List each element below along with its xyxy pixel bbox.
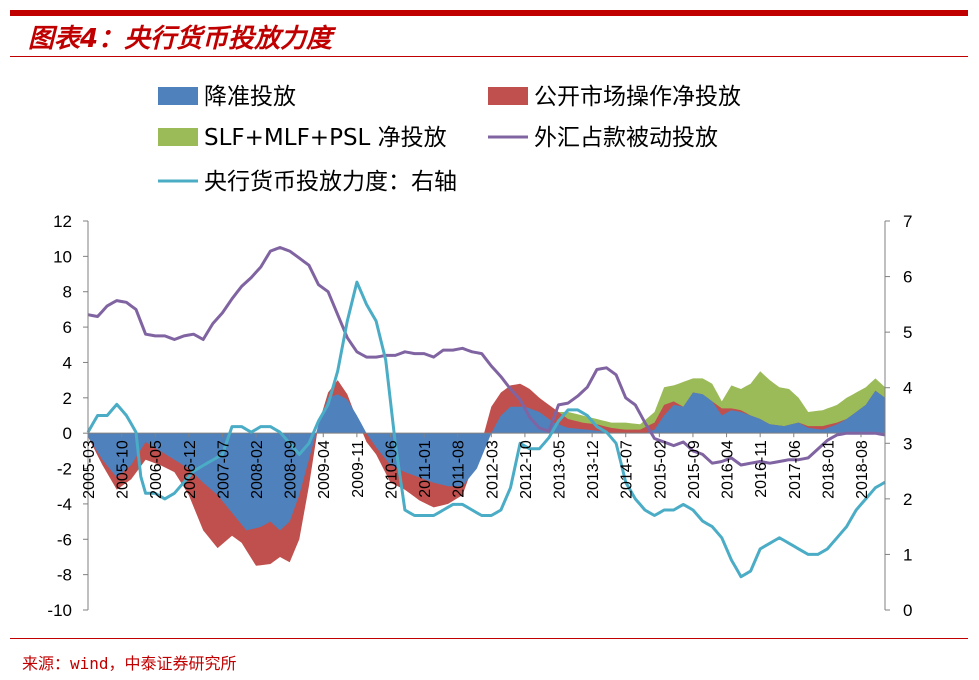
x-tick-label: 2018-01	[820, 440, 837, 499]
right-tick-label: 5	[903, 323, 912, 342]
left-tick-label: 4	[63, 353, 72, 372]
right-tick-label: 3	[903, 434, 912, 453]
left-tick-label: 6	[63, 318, 72, 337]
left-tick-label: 0	[63, 424, 72, 443]
x-tick-label: 2005-10	[115, 440, 132, 499]
legend-slf-swatch	[158, 128, 198, 146]
left-tick-label: 12	[53, 212, 72, 231]
left-tick-label: -8	[57, 566, 72, 585]
x-tick-label: 2012-10	[518, 440, 535, 499]
right-tick-label: 7	[903, 212, 912, 231]
left-tick-label: -10	[47, 601, 72, 620]
bottom-rule	[10, 638, 968, 639]
right-tick-label: 0	[903, 601, 912, 620]
right-tick-label: 6	[903, 268, 912, 287]
legend-omo-label: 公开市场操作净投放	[534, 84, 741, 110]
x-tick-label: 2017-06	[787, 440, 804, 499]
x-tick-label: 2013-05	[552, 440, 569, 499]
x-tick-label: 2015-02	[652, 440, 669, 499]
legend-intensity-label: 央行货币投放力度：右轴	[204, 169, 457, 195]
right-tick-label: 4	[903, 379, 912, 398]
legend-fx-label: 外汇占款被动投放	[534, 125, 718, 151]
left-tick-label: -4	[57, 495, 72, 514]
legend: 降准投放 公开市场操作净投放 SLF+MLF+PSL 净投放 外汇占款被动投放央行货币…	[158, 84, 741, 195]
source-note: 来源：wind，中泰证券研究所	[22, 654, 237, 673]
x-tick-label: 2011-01	[417, 440, 434, 498]
x-tick-label: 2014-07	[619, 440, 636, 499]
x-tick-label: 2006-05	[148, 440, 165, 499]
legend-rrr-swatch	[158, 87, 198, 105]
x-tick-label: 2018-08	[854, 440, 871, 499]
x-tick-label: 2009-11	[350, 440, 367, 498]
rrr-area	[88, 390, 885, 531]
page-title: 图表4：央行货币投放力度	[28, 24, 333, 54]
x-tick-label: 2007-07	[215, 440, 232, 499]
x-tick-label: 2016-11	[753, 440, 770, 498]
x-tick-label: 2008-09	[283, 440, 300, 499]
legend-omo-swatch	[488, 87, 528, 105]
x-tick-label: 2009-04	[316, 440, 333, 499]
left-tick-label: 2	[63, 389, 72, 408]
legend-slf-label: SLF+MLF+PSL 净投放	[204, 125, 447, 151]
fx-line	[87, 246, 886, 467]
right-tick-label: 1	[903, 545, 912, 564]
x-tick-label: 2015-09	[686, 440, 703, 499]
x-tick-label: 2012-03	[484, 440, 501, 499]
x-tick-label: 2016-04	[720, 440, 737, 499]
x-tick-label: 2013-12	[585, 440, 602, 499]
x-tick-label: 2006-12	[182, 440, 199, 499]
x-tick-label: 2011-08	[451, 440, 468, 498]
left-tick-label: 8	[63, 283, 72, 302]
right-tick-label: 2	[903, 490, 912, 509]
intensity-line	[86, 280, 886, 579]
left-tick-label: -2	[57, 460, 72, 479]
x-tick-label: 2008-02	[249, 440, 266, 499]
x-tick-label: 2010-06	[383, 440, 400, 499]
title-rule	[10, 56, 968, 57]
x-tick-label: 2005-03	[81, 440, 98, 499]
left-tick-label: 10	[53, 247, 72, 266]
left-tick-label: -6	[57, 530, 72, 549]
legend-rrr-label: 降准投放	[204, 84, 296, 110]
top-rule	[10, 10, 968, 16]
